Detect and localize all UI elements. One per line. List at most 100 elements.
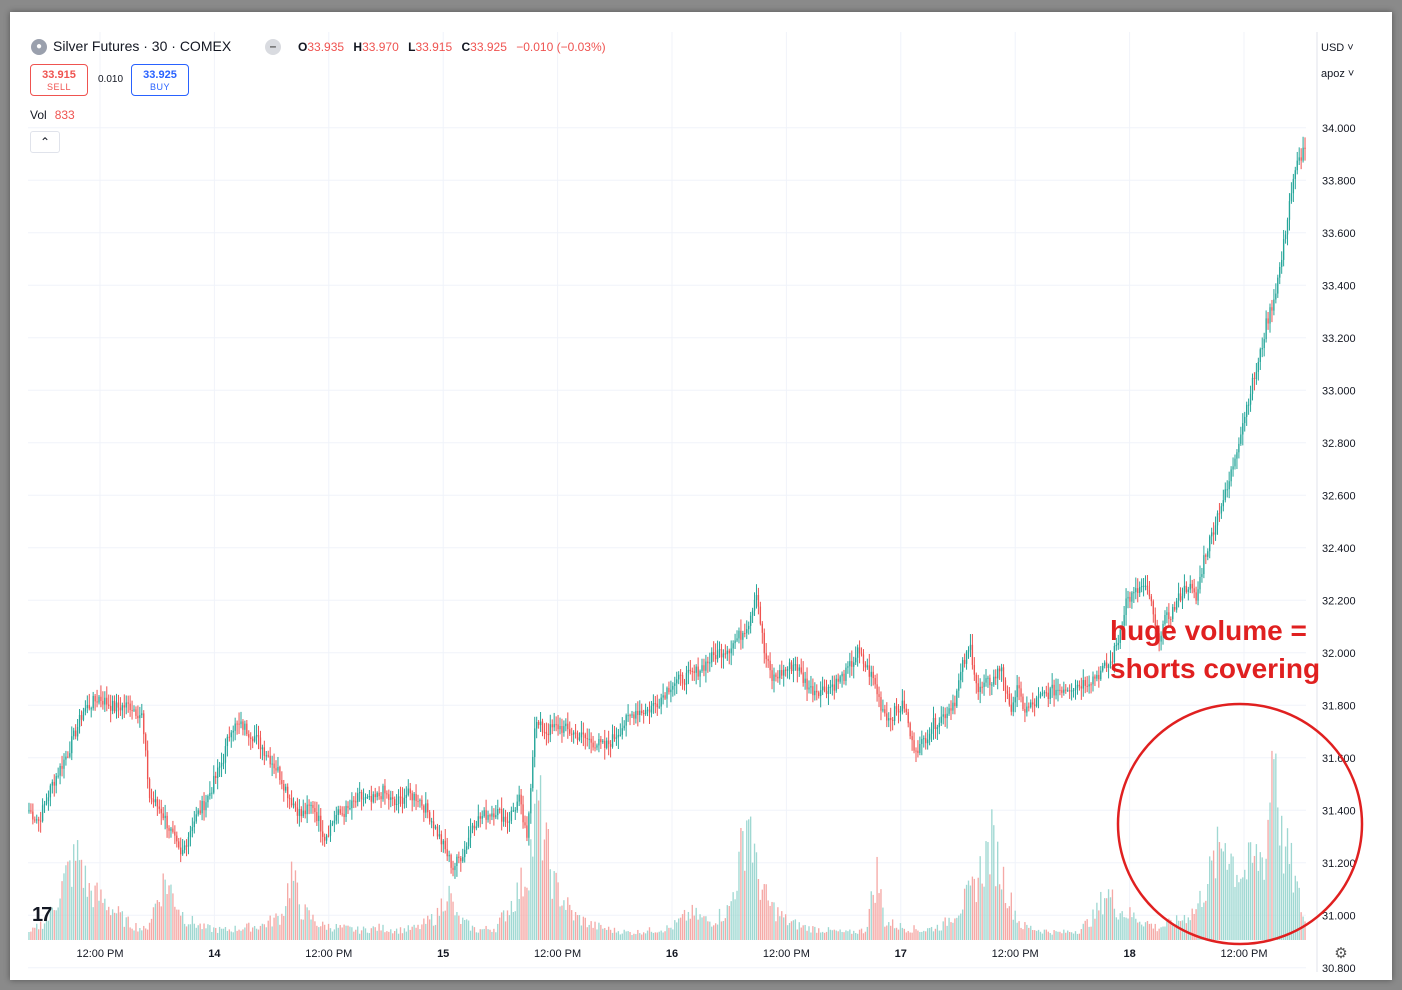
candle-body [1199,576,1201,590]
candle-body [399,796,402,798]
volume-bar [1267,819,1269,940]
volume-bar [102,902,104,940]
candle-body [718,649,721,651]
volume-bar [162,873,164,940]
volume-bar [1179,921,1182,940]
candle-body [759,606,762,624]
volume-bar [732,892,734,940]
candle-body [180,847,182,855]
price-chart[interactable]: 34.000 33.800 33.600 33.400 33.200 33.000 32.8… [10,12,1392,980]
volume-bar [456,912,458,940]
volume-bar [971,876,974,940]
candle-body [652,703,655,706]
minus-icon[interactable]: – [265,39,281,55]
candle-body [1282,239,1285,260]
candle-body [121,705,124,711]
candle-body [438,834,441,837]
candle-body [337,809,339,815]
candle-body [829,686,832,688]
candle-body [786,669,789,671]
buy-button[interactable]: 33.925 BUY [131,64,189,96]
price-tick-label: 33.800 [1322,175,1356,187]
volume-bar [598,922,600,940]
candle-body [547,733,550,736]
volume-bar [1117,919,1119,940]
candle-body [954,702,956,707]
scale-mode-selector[interactable]: apoz ˅ [1321,68,1355,80]
candle-body [1113,646,1116,662]
price-tick-label: 34.000 [1322,123,1356,135]
symbol-title[interactable]: Silver Futures · 30 · COMEX [53,38,232,54]
volume-bar [652,932,655,940]
candle-body [156,799,159,807]
volume-bar [49,906,52,940]
candle-body [413,793,415,801]
candle-body [448,854,450,857]
volume-bar [357,926,359,940]
volume-bar [421,924,423,940]
volume-bar [806,930,808,940]
candle-body [255,735,258,737]
candle-body [1238,443,1240,453]
time-tick-label: 12:00 PM [1220,948,1267,960]
volume-bar [323,924,326,940]
candle-body [639,710,641,716]
candle-body [1296,160,1298,171]
volume-bar [152,907,155,940]
volume-bar [440,898,443,940]
candle-body [364,797,367,799]
candle-body [771,670,773,681]
volume-bar [1020,927,1022,940]
volume-bar [164,879,166,940]
change-value: −0.010 (−0.03%) [516,40,606,54]
volume-bar [693,915,695,940]
candle-body [53,781,55,786]
candle-body [323,836,326,841]
volume-bar [111,909,114,940]
volume-bar [718,908,721,940]
candle-body [841,673,843,677]
candle-body [146,750,149,780]
candle-body [88,704,90,709]
volume-bar [668,927,670,940]
volume-bar [654,932,657,940]
volume-bar [794,919,797,940]
candle-body [765,653,767,660]
currency-selector[interactable]: USD ˅ [1321,42,1354,54]
volume-bar [559,906,561,940]
candle-body [942,714,944,717]
tradingview-logo[interactable]: 17 [32,904,52,926]
chevron-up-icon[interactable]: ⌃ [30,131,60,153]
volume-bar [347,925,349,940]
candle-body [127,702,129,704]
volume-bar [1000,889,1003,940]
candle-body [574,732,577,734]
candle-body [1290,193,1293,202]
volume-bar [681,914,684,940]
volume-bar [997,841,999,940]
candle-body [143,713,145,735]
volume-bar [263,924,266,940]
candle-body [1061,690,1063,693]
candle-body [458,856,460,858]
volume-bar [1166,921,1168,940]
volume-bar [1193,913,1195,940]
candle-body [222,762,225,764]
candle-body [530,788,532,814]
volume-bar [1298,887,1300,940]
sell-button[interactable]: 33.915 SELL [30,64,88,96]
scale-mode-label: apoz [1321,68,1345,80]
volume-bar [403,928,406,940]
candle-body [401,796,404,804]
volume-bar [222,928,225,940]
candle-body [837,678,839,682]
candle-body [506,821,509,823]
candle-body [1032,702,1034,705]
volume-bar [639,933,641,940]
gear-icon[interactable]: ⚙ [1334,945,1348,962]
candle-body [888,718,890,721]
candle-body [555,724,557,726]
candle-body [730,648,732,654]
candle-body [432,821,435,829]
volume-bar [1244,869,1246,940]
